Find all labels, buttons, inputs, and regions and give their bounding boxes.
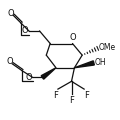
Text: O: O (7, 9, 14, 18)
Polygon shape (41, 68, 56, 79)
Text: O: O (69, 33, 76, 42)
Text: OH: OH (95, 58, 106, 67)
Text: O: O (21, 26, 28, 35)
Text: O: O (6, 57, 13, 66)
Polygon shape (74, 61, 94, 68)
Text: F: F (84, 91, 89, 100)
Text: F: F (54, 91, 58, 100)
Text: OMe: OMe (99, 43, 116, 52)
Text: F: F (69, 96, 74, 105)
Text: O: O (25, 73, 32, 82)
